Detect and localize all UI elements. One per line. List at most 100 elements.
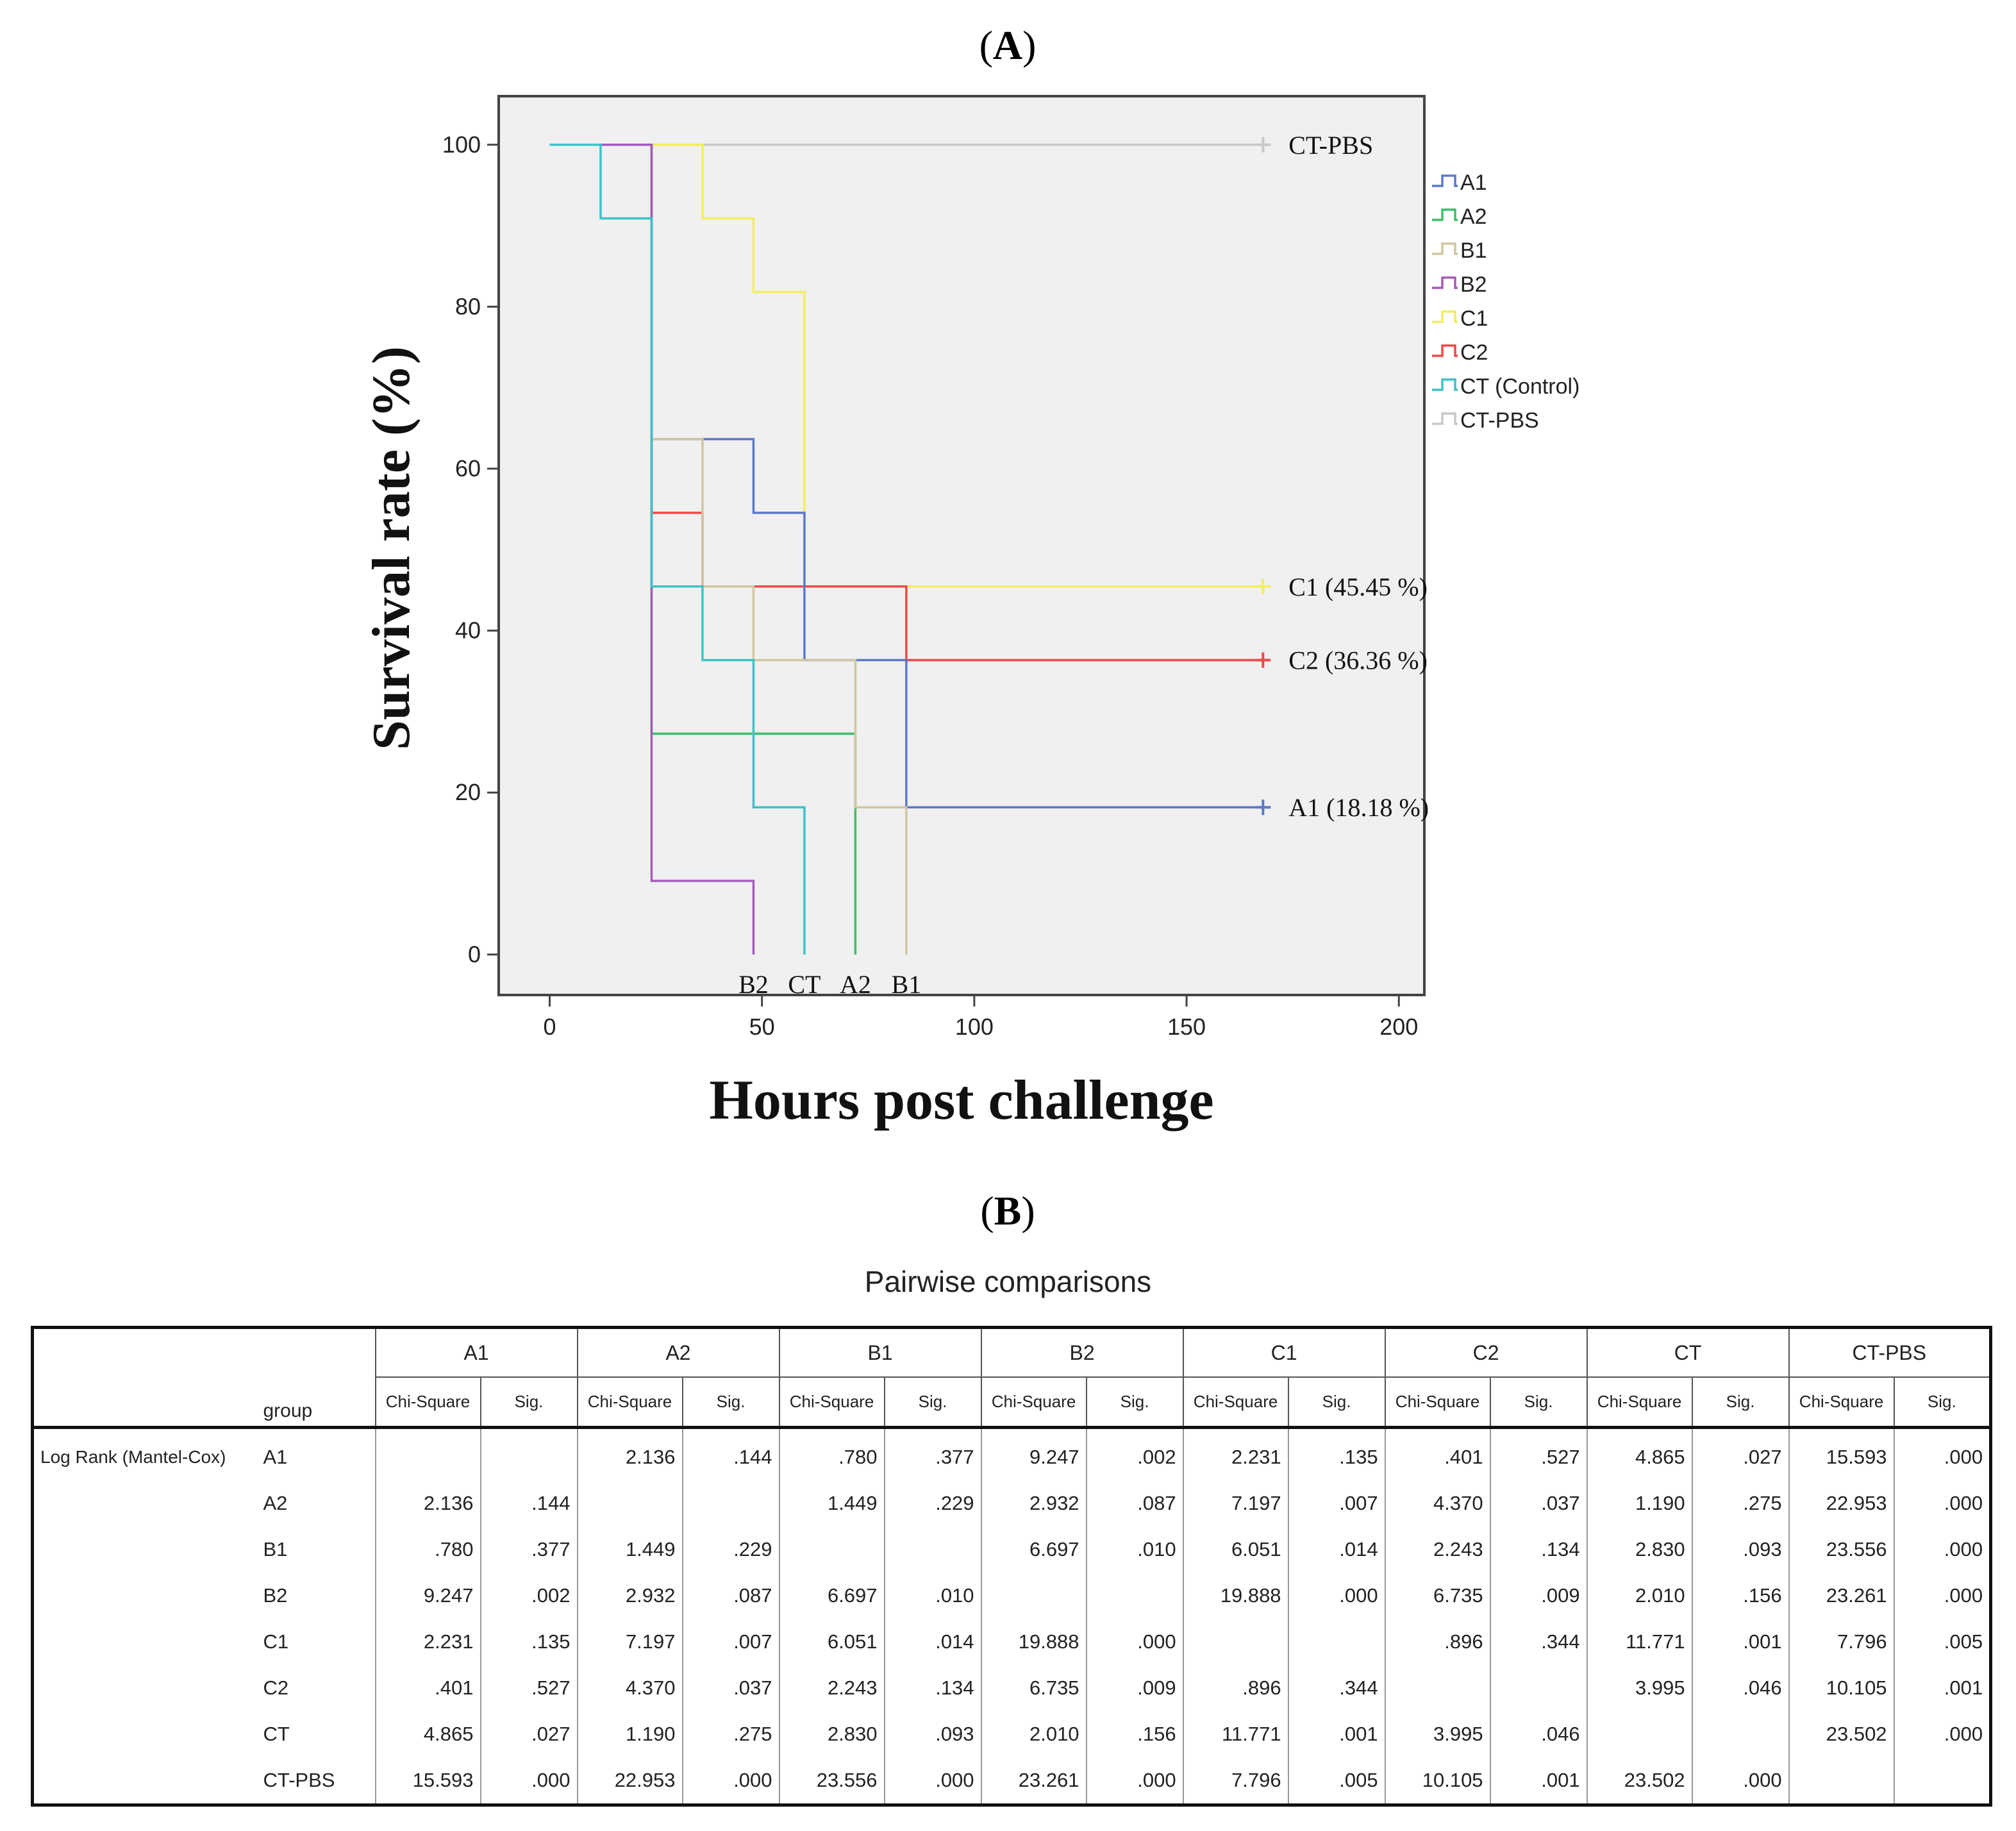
legend-swatch	[1432, 378, 1458, 391]
sig-cell: .000	[479, 1757, 578, 1805]
sig-cell	[1691, 1711, 1789, 1757]
row-group-label: B1	[263, 1538, 288, 1560]
chi-square-cell: 3.995	[1384, 1711, 1490, 1757]
chi-square-cell: 22.953	[1788, 1480, 1894, 1526]
sig-cell: .156	[1691, 1573, 1789, 1619]
censor-mark-c2	[1255, 652, 1271, 668]
table-row: Log Rank (Mantel-Cox) A1 2.136.144.780.377…	[33, 1427, 1991, 1480]
chi-square-cell: 2.136	[374, 1480, 481, 1526]
chi-square-cell: 7.796	[1788, 1619, 1894, 1665]
panel-a-letter: A	[992, 22, 1023, 68]
legend-label: CT-PBS	[1460, 408, 1539, 433]
sig-cell: .027	[1691, 1427, 1789, 1480]
sig-cell: .000	[681, 1757, 779, 1805]
sig-cell: .001	[1287, 1711, 1385, 1757]
chi-square-cell: 4.370	[1384, 1480, 1490, 1526]
pairwise-table: A1 A2 B1 B2 C1 C2 CT CT-PBS group Chi-Square Sig. C…	[31, 1326, 1993, 1807]
chi-square-cell: 4.865	[1586, 1427, 1692, 1480]
chi-square-cell: 6.697	[778, 1573, 885, 1619]
end-label-ct-control: CT	[788, 970, 821, 999]
sig-cell: .134	[1489, 1526, 1587, 1573]
row-group-label: C1	[263, 1630, 289, 1653]
legend-label: A1	[1460, 171, 1487, 195]
chi-square-cell: 1.449	[576, 1526, 683, 1573]
header-blank	[32, 1377, 257, 1429]
sig-header: Sig.	[1085, 1377, 1183, 1429]
legend-swatch	[1432, 208, 1458, 221]
sig-cell: .377	[883, 1427, 981, 1480]
chi-square-cell: 4.865	[374, 1711, 481, 1757]
header-blank	[33, 1328, 376, 1378]
column-group-header: B2	[980, 1327, 1183, 1378]
sig-cell: .000	[1893, 1573, 1991, 1619]
y-tick-label: 0	[468, 941, 481, 967]
chi-square-cell: 2.136	[576, 1427, 683, 1480]
chi-square-cell: 23.261	[1788, 1573, 1894, 1619]
legend-swatch	[1432, 276, 1458, 289]
panel-a-label: (A)	[979, 22, 1037, 68]
y-tick-label: 60	[455, 455, 481, 481]
chi-square-cell	[576, 1480, 683, 1526]
row-group-label: CT-PBS	[263, 1769, 335, 1791]
panel-b-label: (B)	[980, 1188, 1035, 1233]
sig-cell: .001	[1489, 1757, 1587, 1805]
chi-square-cell: 23.502	[1788, 1711, 1894, 1757]
sig-cell: .093	[1691, 1526, 1789, 1573]
x-tick-label: 200	[1379, 1014, 1418, 1040]
sig-cell: .344	[1489, 1619, 1587, 1665]
y-tick-label: 20	[455, 779, 481, 805]
row-header-label	[33, 1665, 257, 1711]
chi-square-cell: 2.231	[1182, 1427, 1288, 1480]
chi-square-cell: 6.051	[1182, 1526, 1288, 1573]
chi-square-header: Chi-Square	[980, 1377, 1087, 1429]
column-group-header: C2	[1384, 1327, 1587, 1378]
legend-swatch	[1432, 310, 1458, 323]
chi-square-cell: 2.243	[778, 1665, 885, 1711]
column-group-header: C1	[1182, 1327, 1385, 1378]
row-group-label: A2	[263, 1492, 288, 1514]
sig-cell: .046	[1489, 1711, 1587, 1757]
sig-cell: .275	[681, 1711, 779, 1757]
chi-square-cell: .401	[1384, 1427, 1490, 1480]
x-tick-label: 150	[1167, 1014, 1206, 1040]
sig-cell: .000	[1691, 1757, 1789, 1805]
sig-cell: .005	[1893, 1619, 1991, 1665]
chi-square-cell: 22.953	[576, 1757, 683, 1805]
sig-cell: .002	[1085, 1427, 1183, 1480]
chi-square-cell	[1788, 1757, 1894, 1805]
chi-square-header: Chi-Square	[374, 1377, 481, 1429]
column-group-header: CT	[1586, 1327, 1789, 1378]
sig-cell: .000	[1893, 1427, 1991, 1480]
sig-cell: .000	[1085, 1757, 1183, 1805]
sig-cell: .046	[1691, 1665, 1789, 1711]
column-group-header: A2	[576, 1327, 779, 1378]
chi-square-cell: 3.995	[1586, 1665, 1692, 1711]
sig-cell: .014	[883, 1619, 981, 1665]
sig-cell: .135	[1287, 1427, 1385, 1480]
chi-square-cell: 9.247	[980, 1427, 1087, 1480]
legend-swatch	[1432, 242, 1458, 255]
row-header-label	[33, 1619, 257, 1665]
chi-square-header: Chi-Square	[1586, 1377, 1692, 1429]
chi-square-cell: 9.247	[374, 1573, 481, 1619]
chi-square-cell: 2.932	[576, 1573, 683, 1619]
series-line-ct-control	[549, 144, 806, 955]
table-row: CT 4.865.027 1.190.275 2.830.093 2.010.156 11…	[33, 1711, 1991, 1757]
chi-square-cell: .896	[1384, 1619, 1490, 1665]
chi-square-cell: 6.051	[778, 1619, 885, 1665]
sig-cell: .000	[1287, 1573, 1385, 1619]
sig-cell: .275	[1691, 1480, 1789, 1526]
chi-square-cell: 2.231	[374, 1619, 481, 1665]
chi-square-cell: 1.449	[778, 1480, 885, 1526]
chi-square-cell: 7.197	[1182, 1480, 1288, 1526]
legend-swatch	[1432, 412, 1458, 425]
x-axis-label: Hours post challenge	[709, 1069, 1213, 1132]
chi-square-cell	[374, 1427, 481, 1480]
series-line-b2	[549, 144, 755, 955]
sig-cell: .007	[681, 1619, 779, 1665]
chi-square-header: Chi-Square	[1788, 1377, 1894, 1429]
chi-square-cell: 7.796	[1182, 1757, 1288, 1805]
row-header-label: Log Rank (Mantel-Cox)	[40, 1447, 226, 1467]
row-group-label: A1	[263, 1446, 288, 1468]
end-label-a2: A2	[840, 970, 871, 999]
